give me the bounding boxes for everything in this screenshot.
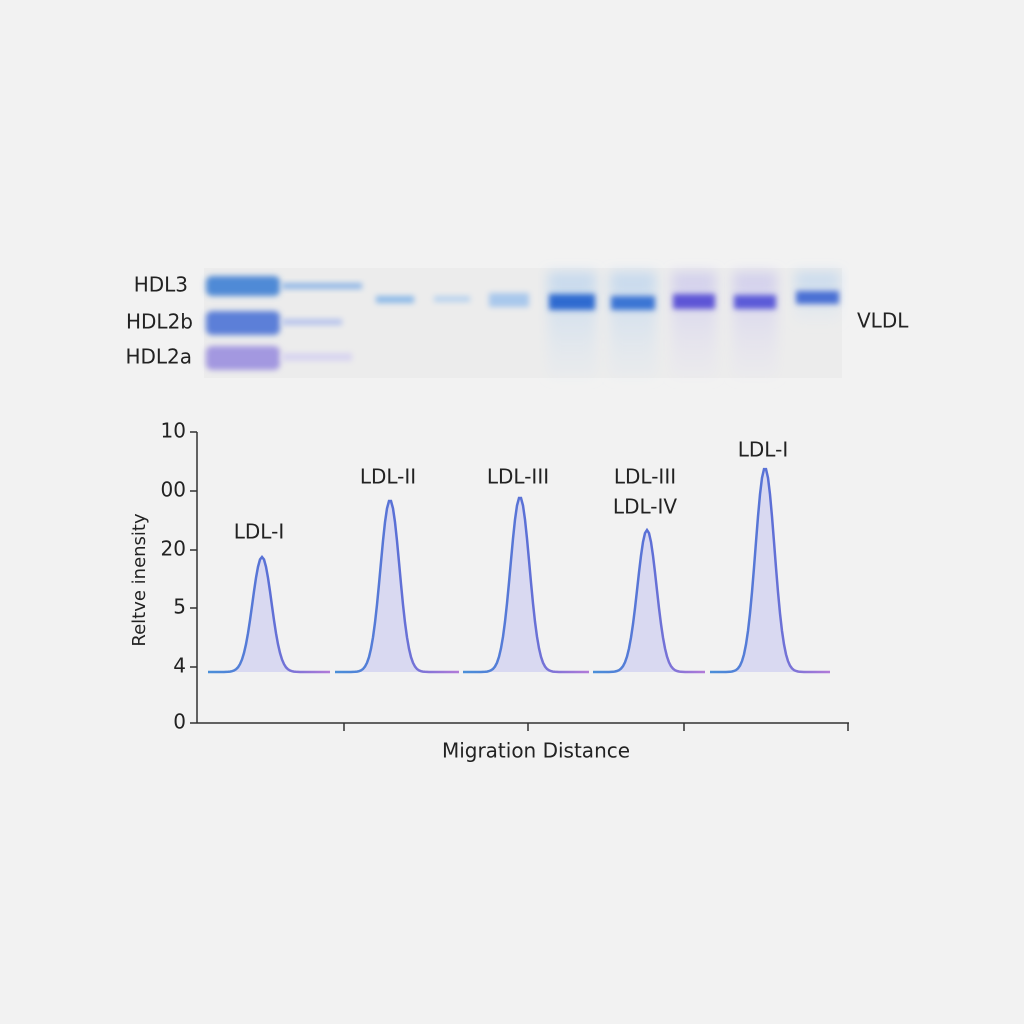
- peak-label: LDL-II: [360, 465, 416, 489]
- gel-band: [206, 346, 280, 370]
- gel-smear: [610, 272, 656, 378]
- y-tick-label: 0: [173, 710, 186, 734]
- gel-band: [611, 296, 655, 310]
- gel: [204, 268, 842, 378]
- gel-band: [282, 283, 362, 289]
- peak-area: [208, 557, 330, 672]
- peak-line: [593, 527, 705, 674]
- axes: [196, 432, 849, 731]
- peaks: LDL-I LDL-II LDL-III LDL-III LDL-IV LDL-I: [208, 438, 830, 674]
- peak-line: [710, 467, 830, 674]
- gel-smear: [733, 272, 777, 378]
- gel-band: [673, 294, 715, 309]
- x-axis-label: Migration Distance: [442, 739, 630, 763]
- peak-label: LDL-I: [738, 438, 788, 462]
- gel-label: HDL2b: [126, 310, 193, 334]
- gel-band: [206, 276, 280, 296]
- gel-smear: [548, 272, 596, 378]
- gel-band: [282, 353, 352, 361]
- gel-band: [434, 296, 470, 302]
- gel-label: VLDL: [857, 309, 909, 333]
- peak-label: LDL-III: [487, 465, 549, 489]
- gel-band: [206, 311, 280, 335]
- gel-band: [549, 294, 595, 310]
- peak-line: [463, 496, 589, 674]
- peak-area: [463, 498, 590, 672]
- y-axis-label: Reltve inensity: [129, 513, 150, 647]
- gel-band: [282, 319, 342, 325]
- gel-smear: [672, 272, 716, 378]
- gel-band: [734, 295, 776, 309]
- peak-area: [593, 530, 705, 672]
- peak-area: [335, 501, 460, 672]
- y-ticks: 10 00 20 5 4 0: [161, 419, 197, 734]
- peak-line: [208, 554, 330, 674]
- gel-label: HDL2a: [125, 345, 192, 369]
- y-tick-label: 20: [161, 537, 186, 561]
- y-tick-label: 00: [161, 478, 186, 502]
- peak-label: LDL-I: [234, 520, 284, 544]
- gel-band: [489, 293, 529, 307]
- y-tick-label: 4: [173, 654, 186, 678]
- peak-label: LDL-III: [614, 465, 676, 489]
- peak-area: [710, 469, 830, 672]
- y-tick-label: 5: [173, 595, 186, 619]
- peak-label: LDL-IV: [613, 495, 677, 519]
- y-tick-label: 10: [161, 419, 186, 443]
- peak-line: [335, 499, 459, 674]
- gel-band: [796, 291, 839, 304]
- gel-label: HDL3: [134, 273, 188, 297]
- gel-band: [376, 296, 414, 303]
